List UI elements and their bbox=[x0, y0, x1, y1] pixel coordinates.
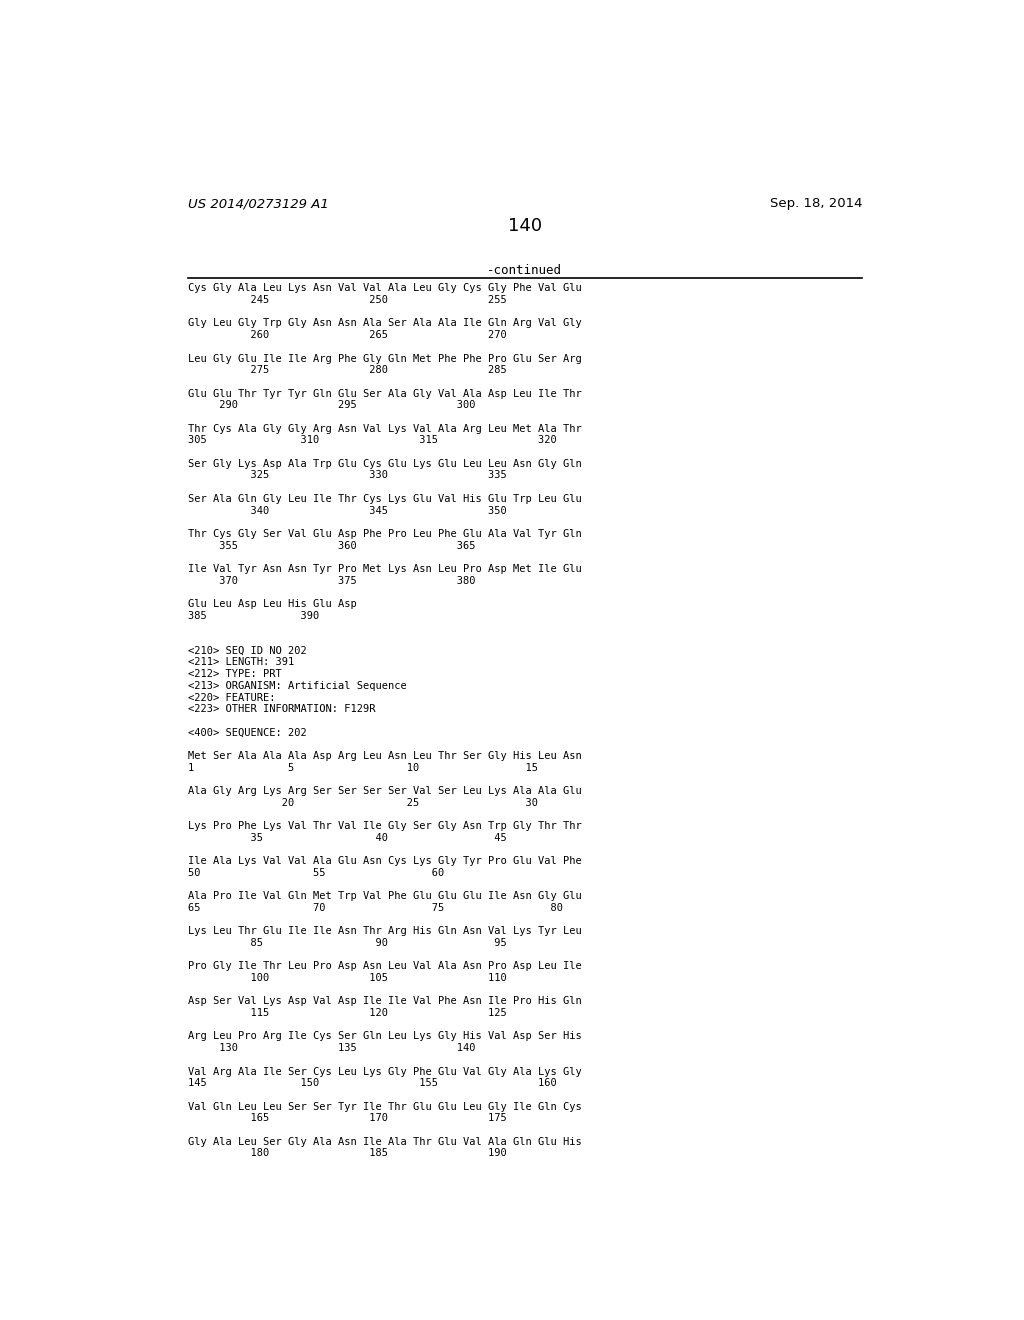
Text: 180                185                190: 180 185 190 bbox=[187, 1148, 506, 1159]
Text: Ser Ala Gln Gly Leu Ile Thr Cys Lys Glu Val His Glu Trp Leu Glu: Ser Ala Gln Gly Leu Ile Thr Cys Lys Glu … bbox=[187, 494, 582, 504]
Text: Lys Leu Thr Glu Ile Ile Asn Thr Arg His Gln Asn Val Lys Tyr Leu: Lys Leu Thr Glu Ile Ile Asn Thr Arg His … bbox=[187, 927, 582, 936]
Text: 140: 140 bbox=[508, 218, 542, 235]
Text: 65                  70                 75                 80: 65 70 75 80 bbox=[187, 903, 562, 913]
Text: Val Arg Ala Ile Ser Cys Leu Lys Gly Phe Glu Val Gly Ala Lys Gly: Val Arg Ala Ile Ser Cys Leu Lys Gly Phe … bbox=[187, 1067, 582, 1077]
Text: Arg Leu Pro Arg Ile Cys Ser Gln Leu Lys Gly His Val Asp Ser His: Arg Leu Pro Arg Ile Cys Ser Gln Leu Lys … bbox=[187, 1031, 582, 1041]
Text: 355                360                365: 355 360 365 bbox=[187, 541, 475, 550]
Text: Asp Ser Val Lys Asp Val Asp Ile Ile Val Phe Asn Ile Pro His Gln: Asp Ser Val Lys Asp Val Asp Ile Ile Val … bbox=[187, 997, 582, 1006]
Text: 130                135                140: 130 135 140 bbox=[187, 1043, 475, 1053]
Text: Glu Leu Asp Leu His Glu Asp: Glu Leu Asp Leu His Glu Asp bbox=[187, 599, 356, 609]
Text: 260                265                270: 260 265 270 bbox=[187, 330, 506, 341]
Text: 370                375                380: 370 375 380 bbox=[187, 576, 475, 586]
Text: <223> OTHER INFORMATION: F129R: <223> OTHER INFORMATION: F129R bbox=[187, 704, 375, 714]
Text: Met Ser Ala Ala Ala Asp Arg Leu Asn Leu Thr Ser Gly His Leu Asn: Met Ser Ala Ala Ala Asp Arg Leu Asn Leu … bbox=[187, 751, 582, 760]
Text: Glu Glu Thr Tyr Tyr Gln Glu Ser Ala Gly Val Ala Asp Leu Ile Thr: Glu Glu Thr Tyr Tyr Gln Glu Ser Ala Gly … bbox=[187, 388, 582, 399]
Text: 275                280                285: 275 280 285 bbox=[187, 366, 506, 375]
Text: Ile Ala Lys Val Val Ala Glu Asn Cys Lys Gly Tyr Pro Glu Val Phe: Ile Ala Lys Val Val Ala Glu Asn Cys Lys … bbox=[187, 857, 582, 866]
Text: <220> FEATURE:: <220> FEATURE: bbox=[187, 693, 275, 702]
Text: Ile Val Tyr Asn Asn Tyr Pro Met Lys Asn Leu Pro Asp Met Ile Glu: Ile Val Tyr Asn Asn Tyr Pro Met Lys Asn … bbox=[187, 564, 582, 574]
Text: Ala Gly Arg Lys Arg Ser Ser Ser Ser Val Ser Leu Lys Ala Ala Glu: Ala Gly Arg Lys Arg Ser Ser Ser Ser Val … bbox=[187, 785, 582, 796]
Text: 145               150                155                160: 145 150 155 160 bbox=[187, 1078, 556, 1088]
Text: Gly Leu Gly Trp Gly Asn Asn Ala Ser Ala Ala Ile Gln Arg Val Gly: Gly Leu Gly Trp Gly Asn Asn Ala Ser Ala … bbox=[187, 318, 582, 329]
Text: Pro Gly Ile Thr Leu Pro Asp Asn Leu Val Ala Asn Pro Asp Leu Ile: Pro Gly Ile Thr Leu Pro Asp Asn Leu Val … bbox=[187, 961, 582, 972]
Text: <210> SEQ ID NO 202: <210> SEQ ID NO 202 bbox=[187, 645, 306, 656]
Text: US 2014/0273129 A1: US 2014/0273129 A1 bbox=[187, 197, 329, 210]
Text: Thr Cys Ala Gly Gly Arg Asn Val Lys Val Ala Arg Leu Met Ala Thr: Thr Cys Ala Gly Gly Arg Asn Val Lys Val … bbox=[187, 424, 582, 434]
Text: Ser Gly Lys Asp Ala Trp Glu Cys Glu Lys Glu Leu Leu Asn Gly Gln: Ser Gly Lys Asp Ala Trp Glu Cys Glu Lys … bbox=[187, 459, 582, 469]
Text: Cys Gly Ala Leu Lys Asn Val Val Ala Leu Gly Cys Gly Phe Val Glu: Cys Gly Ala Leu Lys Asn Val Val Ala Leu … bbox=[187, 284, 582, 293]
Text: Gly Ala Leu Ser Gly Ala Asn Ile Ala Thr Glu Val Ala Gln Glu His: Gly Ala Leu Ser Gly Ala Asn Ile Ala Thr … bbox=[187, 1137, 582, 1147]
Text: 1               5                  10                 15: 1 5 10 15 bbox=[187, 763, 538, 772]
Text: 305               310                315                320: 305 310 315 320 bbox=[187, 436, 556, 445]
Text: 50                  55                 60: 50 55 60 bbox=[187, 867, 443, 878]
Text: Sep. 18, 2014: Sep. 18, 2014 bbox=[770, 197, 862, 210]
Text: 115                120                125: 115 120 125 bbox=[187, 1008, 506, 1018]
Text: Val Gln Leu Leu Ser Ser Tyr Ile Thr Glu Glu Leu Gly Ile Gln Cys: Val Gln Leu Leu Ser Ser Tyr Ile Thr Glu … bbox=[187, 1102, 582, 1111]
Text: 35                  40                 45: 35 40 45 bbox=[187, 833, 506, 842]
Text: 325                330                335: 325 330 335 bbox=[187, 470, 506, 480]
Text: <213> ORGANISM: Artificial Sequence: <213> ORGANISM: Artificial Sequence bbox=[187, 681, 407, 690]
Text: 85                  90                 95: 85 90 95 bbox=[187, 939, 506, 948]
Text: <400> SEQUENCE: 202: <400> SEQUENCE: 202 bbox=[187, 727, 306, 738]
Text: <212> TYPE: PRT: <212> TYPE: PRT bbox=[187, 669, 282, 680]
Text: 290                295                300: 290 295 300 bbox=[187, 400, 475, 411]
Text: Lys Pro Phe Lys Val Thr Val Ile Gly Ser Gly Asn Trp Gly Thr Thr: Lys Pro Phe Lys Val Thr Val Ile Gly Ser … bbox=[187, 821, 582, 832]
Text: 20                  25                 30: 20 25 30 bbox=[187, 797, 538, 808]
Text: Thr Cys Gly Ser Val Glu Asp Phe Pro Leu Phe Glu Ala Val Tyr Gln: Thr Cys Gly Ser Val Glu Asp Phe Pro Leu … bbox=[187, 529, 582, 539]
Text: 340                345                350: 340 345 350 bbox=[187, 506, 506, 516]
Text: -continued: -continued bbox=[487, 264, 562, 277]
Text: 385               390: 385 390 bbox=[187, 611, 318, 620]
Text: 100                105                110: 100 105 110 bbox=[187, 973, 506, 983]
Text: Leu Gly Glu Ile Ile Arg Phe Gly Gln Met Phe Phe Pro Glu Ser Arg: Leu Gly Glu Ile Ile Arg Phe Gly Gln Met … bbox=[187, 354, 582, 363]
Text: Ala Pro Ile Val Gln Met Trp Val Phe Glu Glu Glu Ile Asn Gly Glu: Ala Pro Ile Val Gln Met Trp Val Phe Glu … bbox=[187, 891, 582, 902]
Text: 245                250                255: 245 250 255 bbox=[187, 296, 506, 305]
Text: 165                170                175: 165 170 175 bbox=[187, 1113, 506, 1123]
Text: <211> LENGTH: 391: <211> LENGTH: 391 bbox=[187, 657, 294, 668]
